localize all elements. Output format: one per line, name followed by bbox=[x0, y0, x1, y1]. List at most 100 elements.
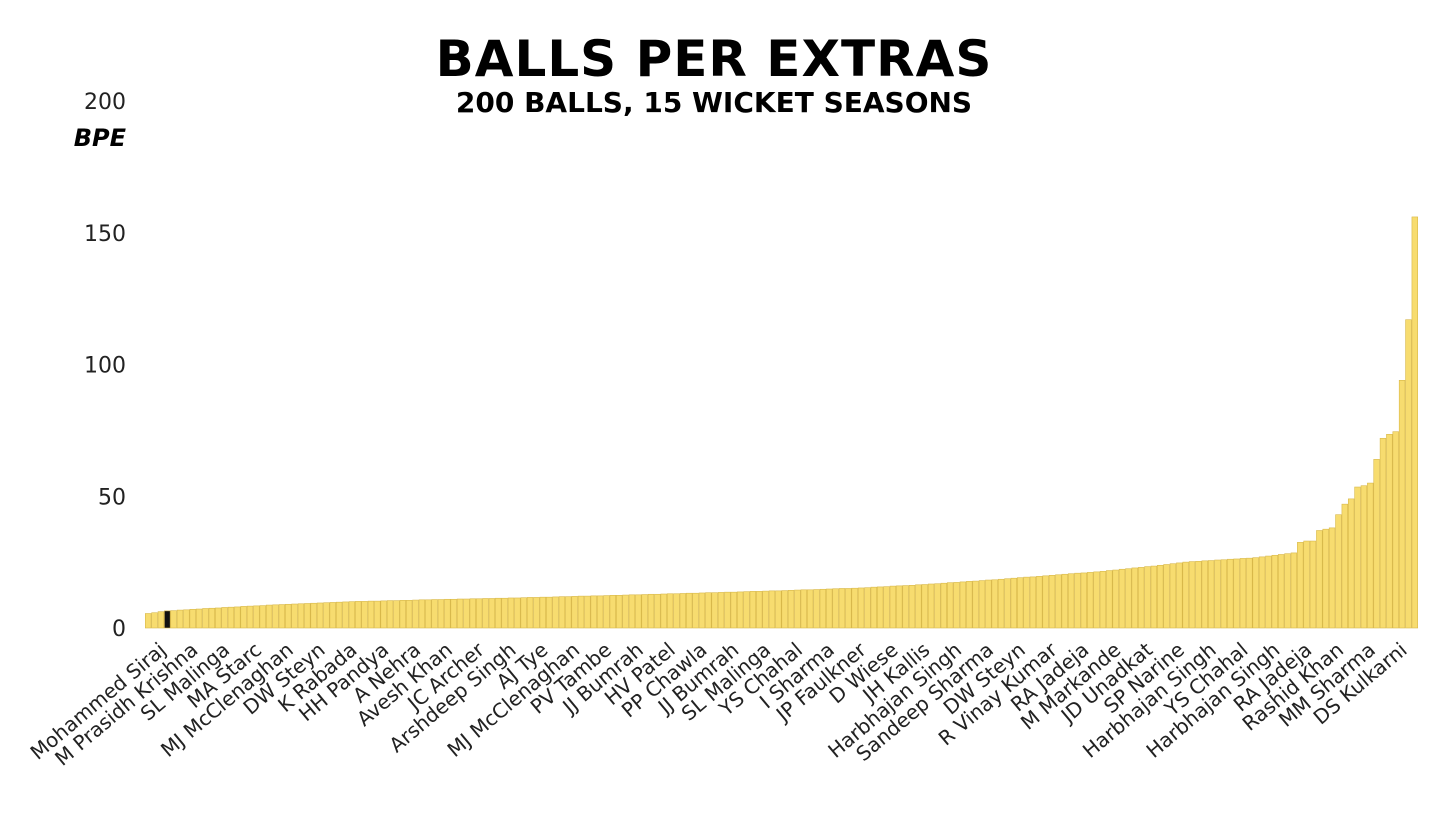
bar bbox=[622, 594, 629, 629]
bar bbox=[450, 598, 457, 629]
bar bbox=[959, 581, 967, 629]
bar bbox=[1398, 380, 1406, 629]
bar bbox=[590, 595, 597, 629]
bar bbox=[666, 593, 674, 629]
bar bbox=[215, 607, 222, 629]
bar bbox=[1207, 560, 1215, 629]
bar bbox=[997, 578, 1005, 629]
bar bbox=[934, 583, 941, 629]
bar bbox=[781, 590, 788, 629]
bar bbox=[291, 603, 298, 629]
bar bbox=[495, 597, 502, 629]
bar bbox=[1169, 563, 1177, 629]
bar bbox=[1354, 486, 1361, 629]
bar bbox=[170, 610, 177, 629]
bar bbox=[756, 591, 763, 629]
bar bbox=[1233, 558, 1240, 629]
bar bbox=[488, 598, 496, 629]
bar bbox=[1048, 574, 1056, 629]
bar bbox=[405, 600, 413, 629]
bar bbox=[1163, 564, 1170, 629]
bar bbox=[278, 604, 286, 629]
bar bbox=[635, 594, 642, 629]
bar bbox=[698, 592, 706, 629]
bar bbox=[145, 613, 152, 629]
bar bbox=[552, 596, 559, 629]
bar bbox=[851, 587, 858, 629]
bar bbox=[927, 583, 935, 629]
bar bbox=[246, 605, 254, 629]
bar bbox=[1144, 566, 1151, 629]
bar bbox=[896, 585, 903, 629]
bar bbox=[195, 608, 203, 629]
bar bbox=[425, 599, 432, 629]
bar bbox=[915, 584, 922, 629]
bar bbox=[864, 587, 871, 629]
bar bbox=[507, 597, 515, 629]
bar bbox=[1258, 556, 1266, 629]
bar bbox=[1067, 573, 1075, 629]
bar bbox=[1195, 561, 1202, 629]
bar bbox=[1373, 459, 1380, 629]
bar bbox=[609, 595, 617, 629]
bar bbox=[221, 607, 228, 629]
bar bbox=[966, 581, 973, 629]
bar bbox=[539, 596, 546, 629]
bar bbox=[584, 595, 591, 629]
bar bbox=[1023, 576, 1030, 629]
bar bbox=[1118, 568, 1126, 629]
y-tick-label: 150 bbox=[84, 222, 126, 247]
bar bbox=[545, 596, 553, 629]
bar bbox=[1322, 528, 1329, 629]
bar bbox=[1246, 557, 1253, 629]
bar bbox=[431, 599, 438, 629]
bar bbox=[1087, 572, 1094, 629]
bar bbox=[265, 604, 273, 629]
bar bbox=[329, 602, 336, 629]
bar bbox=[826, 588, 833, 629]
bar bbox=[889, 585, 897, 629]
bar bbox=[845, 588, 852, 629]
bar bbox=[692, 592, 699, 629]
bar bbox=[1367, 482, 1374, 629]
y-axis-label: BPE bbox=[74, 124, 127, 152]
bar bbox=[437, 599, 445, 629]
chart-subtitle: 200 BALLS, 15 WICKET SEASONS bbox=[456, 86, 972, 119]
bar bbox=[164, 610, 171, 629]
bar bbox=[794, 589, 801, 629]
bar bbox=[953, 582, 960, 629]
bar bbox=[1328, 527, 1336, 629]
bar bbox=[272, 604, 279, 629]
bar bbox=[335, 601, 343, 629]
bar bbox=[285, 603, 292, 629]
bar bbox=[654, 593, 661, 629]
bar bbox=[603, 595, 610, 629]
bar bbox=[1316, 530, 1323, 629]
y-tick-label: 0 bbox=[112, 617, 126, 642]
bar bbox=[641, 594, 648, 629]
bar bbox=[240, 606, 247, 629]
bar bbox=[393, 600, 400, 629]
bar bbox=[1392, 431, 1399, 629]
bar bbox=[902, 585, 909, 629]
bar bbox=[1061, 573, 1068, 629]
bar bbox=[1106, 570, 1113, 629]
bar bbox=[673, 593, 680, 629]
bar bbox=[991, 579, 998, 629]
bar bbox=[202, 608, 209, 629]
bar bbox=[972, 580, 979, 629]
bar bbox=[577, 595, 585, 629]
y-tick-label: 50 bbox=[98, 485, 126, 510]
bar bbox=[1137, 567, 1145, 629]
bar bbox=[1182, 561, 1189, 629]
bar bbox=[304, 603, 311, 629]
bar bbox=[456, 598, 464, 629]
bar bbox=[1360, 485, 1368, 629]
bar bbox=[355, 601, 362, 629]
bar bbox=[819, 588, 827, 629]
bar bbox=[921, 584, 928, 629]
bar bbox=[1036, 576, 1043, 629]
bar bbox=[1271, 554, 1278, 629]
bar bbox=[1093, 571, 1100, 629]
bar bbox=[1157, 564, 1164, 629]
